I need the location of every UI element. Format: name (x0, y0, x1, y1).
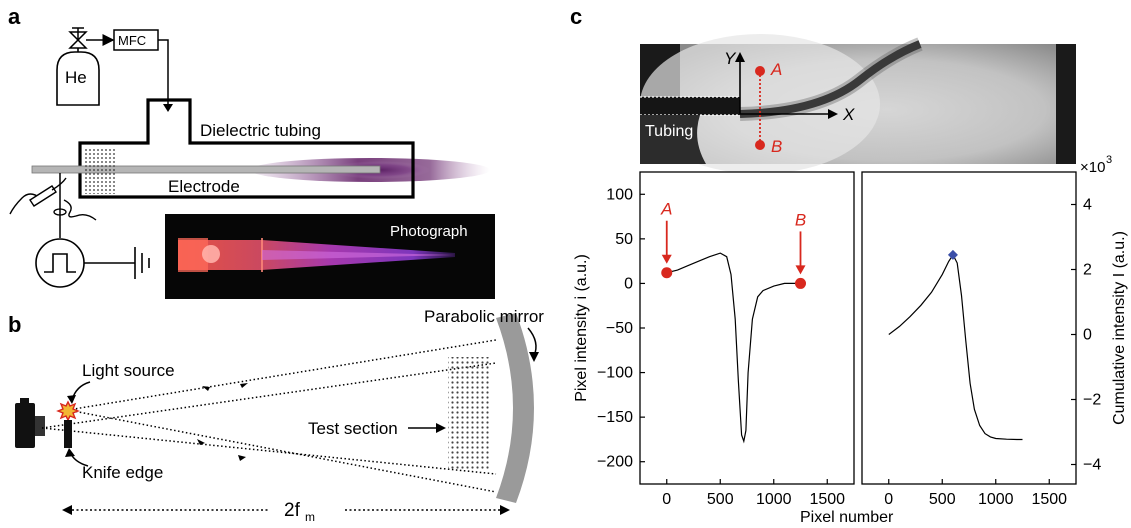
y-tick-label: 0 (1083, 327, 1092, 344)
test-section-pointer-head (436, 423, 446, 433)
y-tick-label: −200 (597, 454, 633, 471)
panel-c-label: c (570, 4, 582, 29)
distance-label: 2f (284, 500, 301, 521)
peak-marker (947, 249, 958, 260)
image-point-b-label: B (771, 137, 782, 156)
x-tick-label: 1000 (756, 491, 792, 508)
y-tick-label: 4 (1083, 197, 1092, 214)
image-point-a-label: A (770, 60, 782, 79)
x-tick-label: 1000 (978, 491, 1014, 508)
right-chart-ticks: 0 500 1000 1500 4 2 0 −2 −4 (884, 197, 1101, 509)
right-y-axis-title: Cumulative intensity I (a.u.) (1111, 231, 1128, 425)
x-axis-title: Pixel number (800, 509, 894, 526)
mirror-pointer-head (529, 352, 539, 362)
probe-connector (9, 173, 97, 238)
ground-icon (134, 247, 150, 279)
knife-edge-label: Knife edge (82, 463, 163, 482)
image-tubing-label: Tubing (645, 123, 693, 140)
mirror-label: Parabolic mirror (424, 307, 544, 326)
pulse-generator-icon (35, 238, 135, 288)
cumulative-intensity-chart: 0 500 1000 1500 4 2 0 −2 −4 (861, 171, 1101, 509)
x-tick-label: 1500 (1031, 491, 1067, 508)
beam-arrows (197, 383, 248, 461)
tubing-label: Dielectric tubing (200, 121, 321, 140)
image-y-axis-label: Y (724, 49, 737, 68)
electrode-coil (84, 147, 116, 194)
mfc-label: MFC (118, 33, 146, 48)
mirror-pointer (527, 327, 537, 357)
panel-b-label: b (8, 312, 21, 337)
image-x-axis-label: X (842, 105, 855, 124)
x-tick-label: 1500 (809, 491, 845, 508)
point-a-marker (661, 267, 673, 279)
y-tick-label: −2 (1083, 392, 1101, 409)
y-tick-label: −150 (597, 409, 633, 426)
scale-factor-exponent: 3 (1106, 154, 1112, 166)
point-b-marker (795, 277, 806, 289)
y-tick-label: −50 (606, 320, 633, 337)
helium-label: He (65, 68, 87, 87)
point-a-arrowhead (661, 254, 672, 264)
y-tick-label: 2 (1083, 262, 1092, 279)
valve-icon (68, 27, 88, 49)
discharge-photograph: Photograph (165, 214, 495, 299)
left-y-axis-title: Pixel intensity i (a.u.) (573, 254, 590, 402)
y-tick-label: −100 (597, 365, 633, 382)
focal-distance-indicator: 2f m (62, 500, 510, 524)
helium-cylinder: He (56, 40, 100, 106)
electrode (31, 165, 381, 174)
point-b-arrowhead (795, 265, 806, 275)
y-tick-label: 0 (624, 275, 633, 292)
knife-edge-pointer-head (65, 448, 75, 457)
schlieren-image: Tubing Y X A B (640, 34, 1076, 174)
x-tick-label: 0 (884, 491, 893, 508)
test-section (448, 357, 490, 470)
x-tick-label: 500 (707, 491, 734, 508)
light-source-label: Light source (82, 361, 175, 380)
gas-feed-line (158, 39, 169, 110)
panel-a-label: a (8, 4, 21, 29)
x-tick-label: 0 (662, 491, 671, 508)
right-chart-markers (947, 249, 958, 260)
panel-b: b Light source Knife edge (8, 307, 544, 524)
y-tick-label: 50 (615, 231, 633, 248)
gas-feed-arrowhead (163, 104, 173, 112)
scale-factor-label: ×10 (1080, 159, 1105, 176)
electrode-label: Electrode (168, 177, 240, 196)
dielectric-tubing (78, 98, 415, 199)
panel-c: c Tubing Y X A B (570, 4, 1128, 526)
pixel-intensity-curve (666, 252, 801, 444)
cumulative-intensity-curve (888, 253, 1023, 441)
light-source-pointer-head (67, 395, 76, 404)
y-tick-label: −4 (1083, 457, 1101, 474)
left-chart-markers: AB (660, 200, 806, 289)
chart-point-a-label: A (660, 200, 672, 219)
light-source-icon (56, 400, 80, 422)
knife-edge (64, 420, 72, 448)
parabolic-mirror (496, 313, 534, 503)
distance-subscript: m (305, 510, 315, 524)
x-tick-label: 500 (929, 491, 956, 508)
photograph-label: Photograph (390, 223, 468, 240)
y-tick-label: 100 (606, 186, 633, 203)
panel-a: a He MFC Dielectric tubing Electrode (8, 4, 495, 299)
camera-icon (15, 398, 45, 448)
test-section-label: Test section (308, 419, 398, 438)
optical-beams (41, 339, 497, 493)
chart-point-b-label: B (795, 210, 806, 229)
